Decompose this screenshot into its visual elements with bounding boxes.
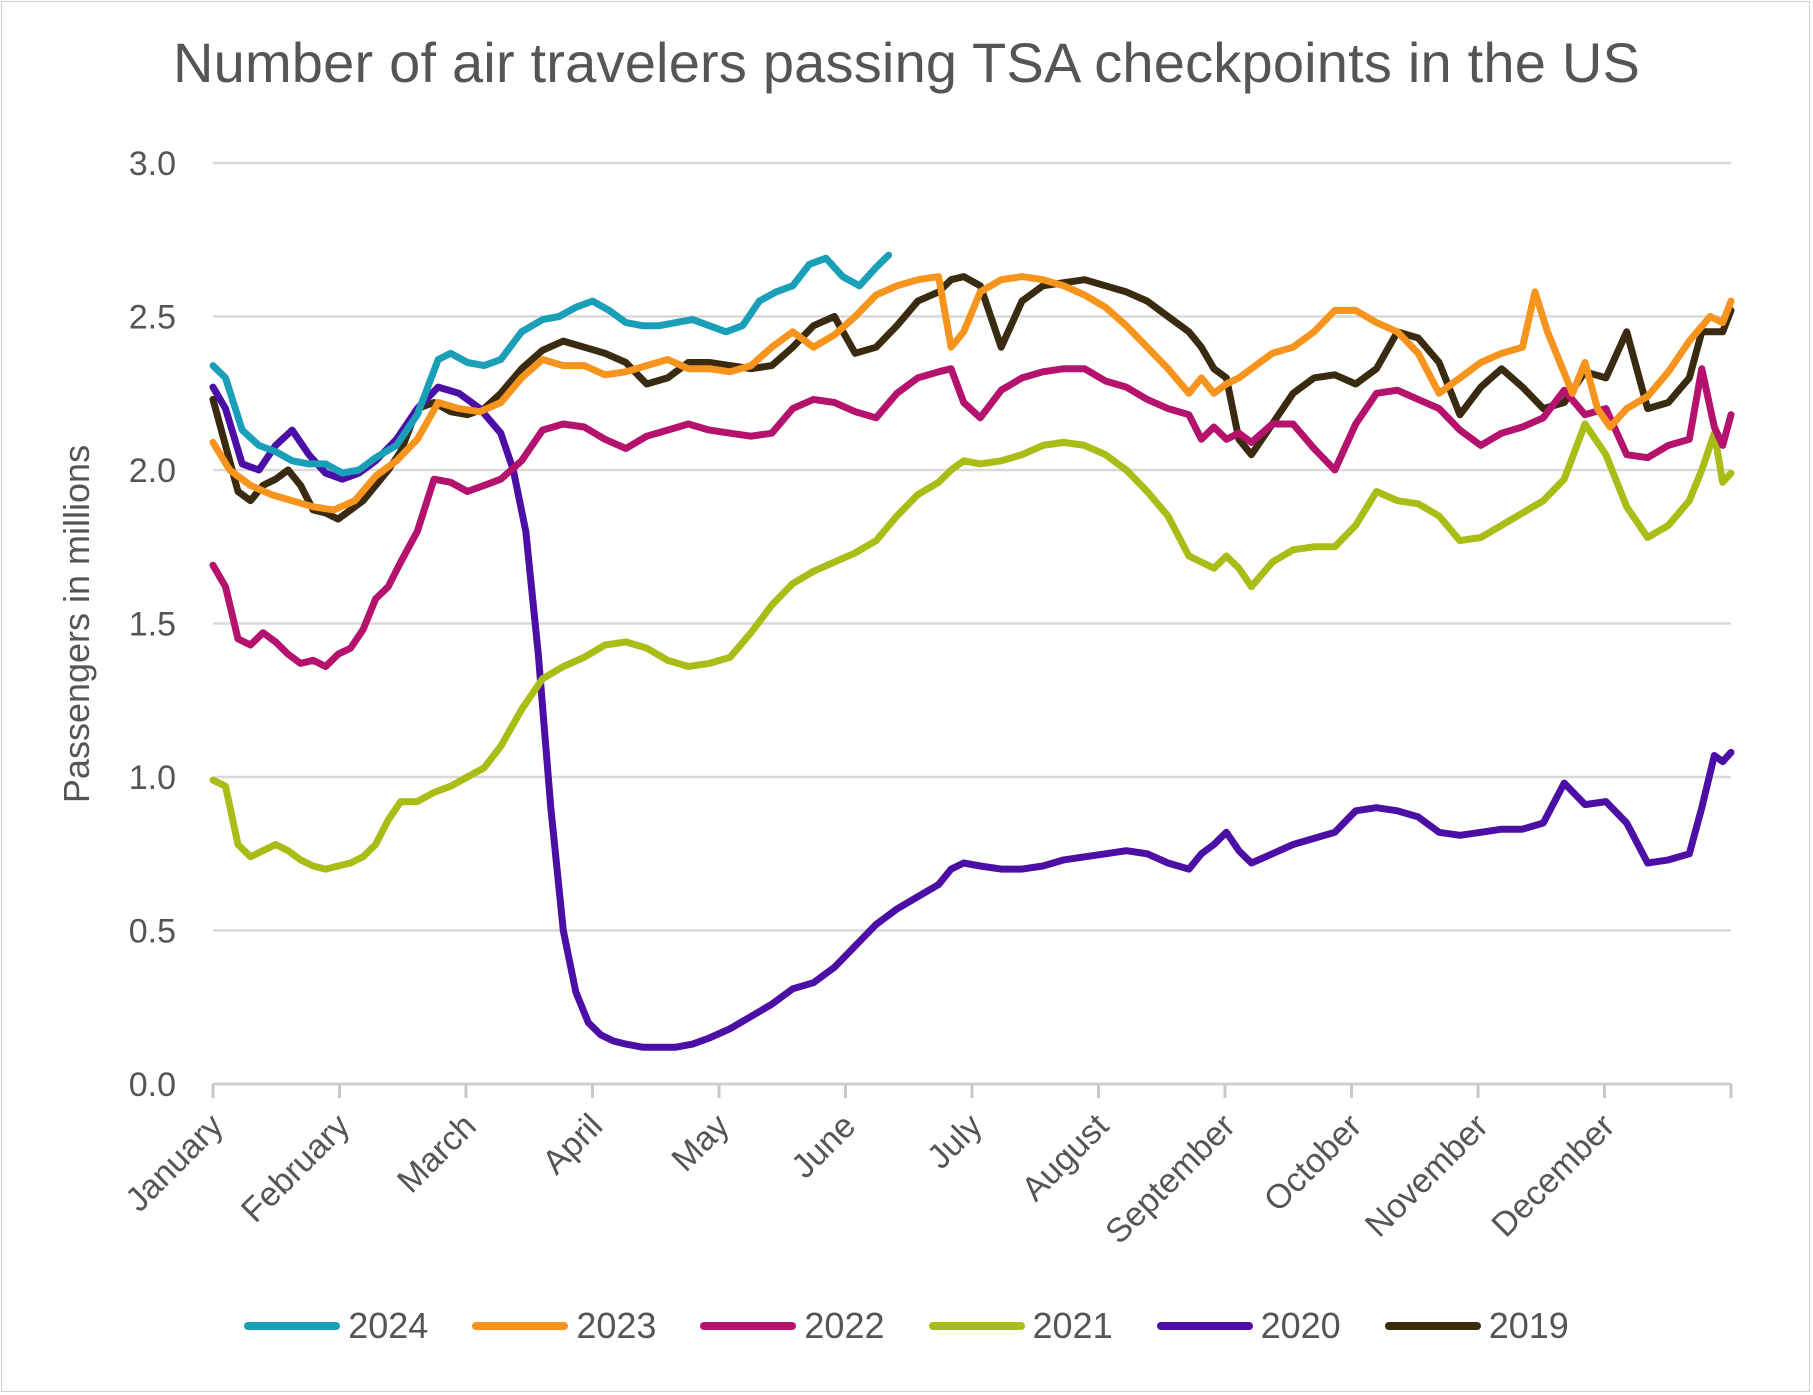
legend-item-2023: 2023 [472, 1305, 656, 1347]
series-line-2022 [209, 365, 1735, 670]
y-tick-label: 0.5 [129, 913, 176, 951]
x-tick-label: August [1014, 1106, 1116, 1208]
chart-title: Number of air travelers passing TSA chec… [172, 31, 1641, 94]
x-tick-label: May [664, 1107, 736, 1179]
series-lines [209, 251, 1735, 1051]
series-line-2021 [209, 420, 1735, 873]
legend-label: 2020 [1260, 1305, 1341, 1346]
x-tick-label: October [1257, 1107, 1369, 1219]
legend-swatch [244, 1322, 341, 1330]
legend-label: 2023 [576, 1305, 657, 1346]
series-line-2024 [209, 251, 893, 477]
legend-item-2024: 2024 [244, 1305, 428, 1347]
legend-swatch [700, 1322, 797, 1330]
x-tick-label: November [1358, 1107, 1496, 1245]
legend: 2024 2023 2022 2021 2020 2019 [0, 1305, 1813, 1347]
legend-item-2021: 2021 [928, 1305, 1113, 1347]
legend-label: 2021 [1032, 1305, 1113, 1346]
legend-item-2020: 2020 [1156, 1305, 1341, 1347]
legend-swatch [472, 1322, 569, 1330]
x-tick-label: December [1484, 1107, 1622, 1245]
y-tick-label: 2.0 [129, 452, 176, 490]
legend-swatch [1156, 1322, 1253, 1330]
x-tick-label: February [234, 1107, 357, 1230]
legend-item-2019: 2019 [1384, 1305, 1569, 1347]
y-tick-label: 2.5 [129, 299, 176, 337]
y-axis-label: Passengers in millions [56, 445, 97, 803]
x-tick-label: March [390, 1107, 484, 1201]
legend-label: 2022 [804, 1305, 885, 1346]
y-tick-label: 3.0 [129, 145, 176, 183]
x-axis-ticks: January February March April May June July Augu… [118, 1106, 1622, 1251]
x-tick-label: July [920, 1107, 990, 1177]
x-axis [211, 1082, 1733, 1098]
y-tick-label: 1.5 [129, 606, 176, 644]
y-tick-label: 0.0 [129, 1066, 176, 1104]
legend-label: 2024 [348, 1305, 429, 1346]
series-line-2020 [209, 383, 1735, 1051]
series-line-2023 [209, 273, 1735, 514]
legend-swatch [1384, 1322, 1481, 1330]
x-tick-label: January [118, 1107, 230, 1219]
x-tick-label: April [535, 1107, 610, 1182]
x-tick-label: June [784, 1107, 863, 1186]
legend-label: 2019 [1488, 1305, 1569, 1346]
x-tick-label: September [1098, 1107, 1242, 1251]
y-axis-ticks: 0.0 0.5 1.0 1.5 2.0 2.5 3.0 [129, 145, 176, 1104]
legend-swatch [928, 1322, 1025, 1330]
legend-item-2022: 2022 [700, 1305, 885, 1347]
y-tick-label: 1.0 [129, 759, 176, 797]
